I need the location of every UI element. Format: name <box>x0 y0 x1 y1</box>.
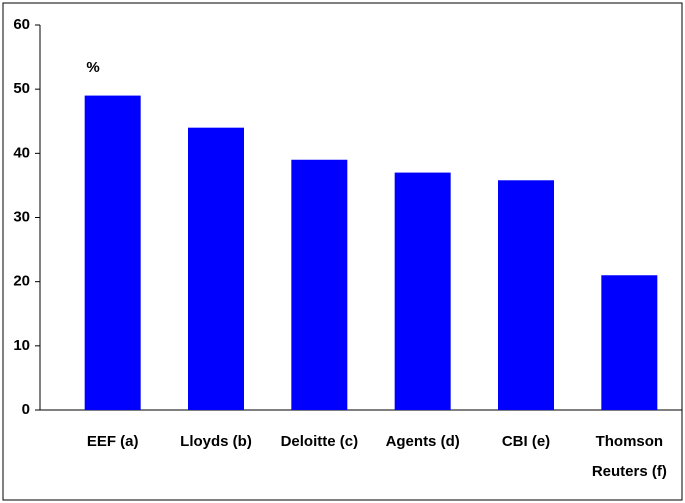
x-tick-label: Deloitte (c) <box>280 433 359 450</box>
y-tick-label: 10 <box>13 337 30 354</box>
bar <box>498 180 554 410</box>
bar <box>394 172 451 410</box>
y-tick-label: 0 <box>22 401 30 418</box>
bar <box>188 127 244 411</box>
x-tick-label: CBI (e) <box>501 433 551 450</box>
bar <box>291 159 348 410</box>
bar <box>84 95 141 410</box>
y-tick-label: 30 <box>13 208 30 225</box>
annotation: % <box>86 59 99 76</box>
bar <box>601 275 658 410</box>
y-tick-label: 40 <box>13 144 30 161</box>
x-tick-label: Lloyds (b) <box>180 433 252 450</box>
y-tick-label: 60 <box>13 16 30 33</box>
y-tick-label: 50 <box>13 80 30 97</box>
x-tick-label: Agents (d) <box>385 433 460 450</box>
x-tick-label: Thomson Reuters (f) <box>591 433 667 480</box>
y-tick-label: 20 <box>13 273 30 290</box>
x-tick-label: EEF (a) <box>86 433 139 450</box>
